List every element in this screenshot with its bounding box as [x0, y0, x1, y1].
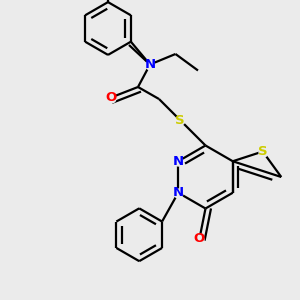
Text: N: N	[173, 186, 184, 199]
Text: O: O	[105, 91, 117, 104]
Text: S: S	[175, 113, 185, 127]
Text: S: S	[258, 145, 268, 158]
Text: N: N	[173, 155, 184, 168]
Text: O: O	[194, 232, 205, 245]
Text: N: N	[144, 58, 156, 71]
